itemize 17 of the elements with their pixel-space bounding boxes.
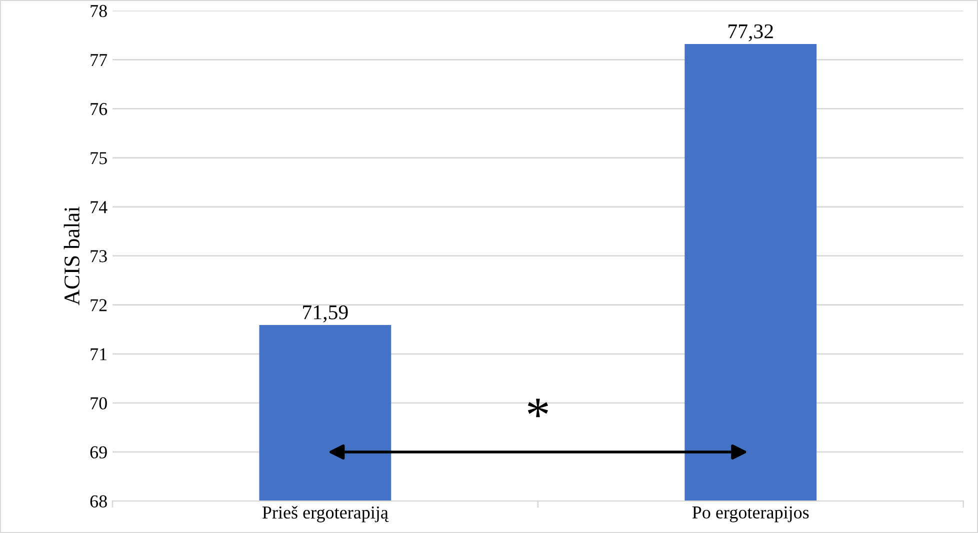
y-tick-label: 75 [90, 152, 107, 164]
data-label: 71,59 [303, 305, 348, 322]
y-tick-label: 71 [90, 348, 107, 360]
y-tick-label: 69 [90, 446, 107, 458]
y-tick-label: 68 [90, 495, 107, 508]
y-tick-label: 72 [90, 299, 107, 312]
data-label: 77,32 [728, 24, 773, 42]
y-tick-label: 73 [90, 250, 107, 262]
y-tick-label: 77 [90, 54, 108, 66]
y-tick-label: 78 [90, 4, 107, 18]
y-axis-title: ACIS balai [64, 206, 80, 306]
annotation: * [528, 398, 548, 418]
y-tick-label: 74 [90, 201, 108, 214]
y-tick-label: 76 [90, 103, 108, 116]
x-tick-label: Prieš ergoterapiją [262, 506, 389, 522]
x-tick-label: Po ergoterapijos [692, 506, 809, 522]
y-tick-label: 70 [90, 397, 107, 410]
